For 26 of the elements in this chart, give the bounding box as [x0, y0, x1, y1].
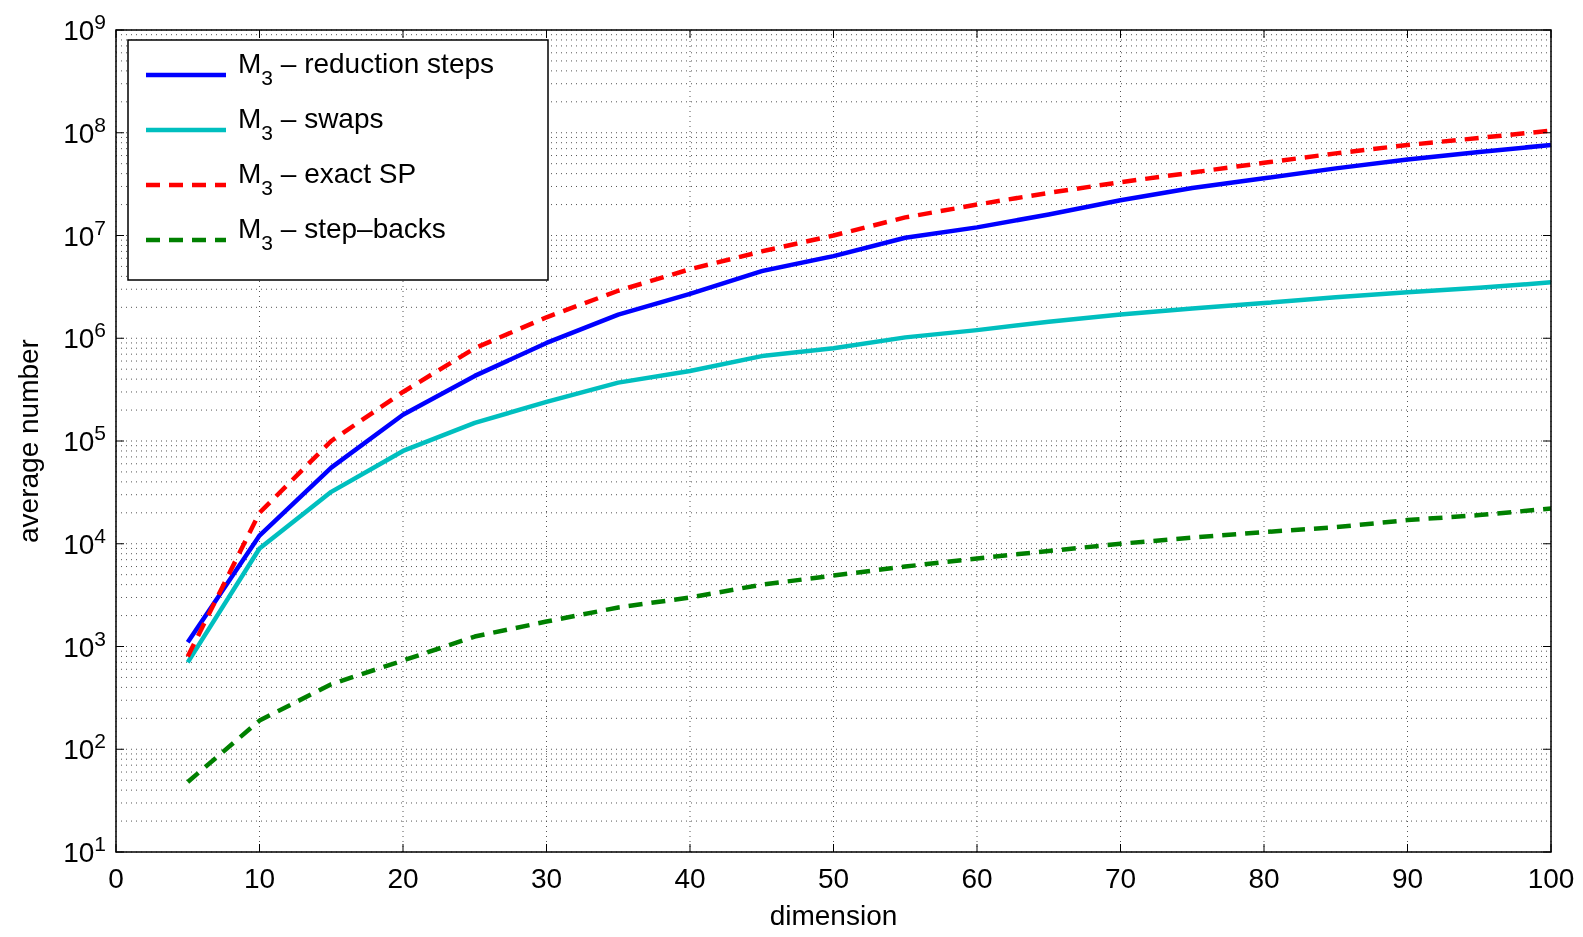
y-tick-label: 10$^{4}$ — [63, 523, 107, 560]
x-axis-title: dimension — [769, 900, 898, 931]
x-tick-label: 60 — [961, 863, 993, 894]
y-tick-label: 10$^{8}$ — [63, 112, 106, 149]
y-axis-title: average number — [13, 339, 44, 543]
y-tick-label: 10$^{5}$ — [63, 420, 106, 457]
legend-label: M$_{3}$ – swaps — [238, 103, 384, 144]
y-tick-label: 10$^{1}$ — [63, 831, 106, 868]
y-tick-label: 10$^{9}$ — [63, 9, 106, 46]
y-tick-label: 10$^{2}$ — [63, 728, 106, 766]
x-tick-label: 80 — [1248, 863, 1280, 894]
x-tick-label: 70 — [1104, 863, 1137, 894]
x-tick-label: 100 — [1527, 863, 1575, 894]
x-tick-label: 40 — [674, 863, 706, 894]
x-tick-label: 90 — [1391, 863, 1424, 894]
y-tick-label: 10$^{6}$ — [63, 317, 106, 355]
y-tick-label: 10$^{7}$ — [63, 215, 106, 252]
x-tick-label: 50 — [817, 863, 850, 894]
x-tick-label: 0 — [108, 863, 124, 894]
legend-label: M$_{3}$ – exact SP — [238, 158, 417, 199]
legend-label: M$_{3}$ – step–backs — [238, 213, 446, 254]
y-tick-label: 10$^{3}$ — [63, 626, 106, 663]
legend-label: M$_{3}$ – reduction steps — [238, 48, 495, 89]
x-tick-label: 10 — [243, 863, 276, 894]
x-tick-label: 20 — [387, 863, 419, 894]
x-tick-label: 30 — [530, 863, 563, 894]
